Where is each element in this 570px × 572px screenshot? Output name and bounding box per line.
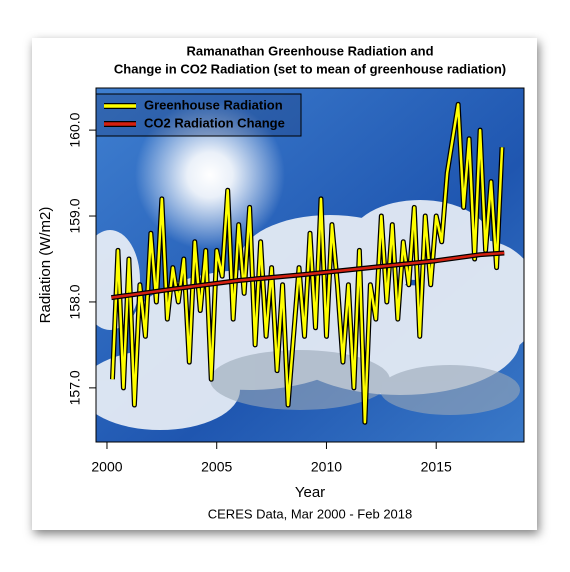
y-axis-label: Radiation (W/m2) bbox=[37, 207, 54, 324]
x-tick-label: 2000 bbox=[91, 459, 122, 475]
legend-label: CO2 Radiation Change bbox=[144, 115, 285, 130]
y-tick-label: 159.0 bbox=[67, 198, 83, 233]
y-tick-label: 158.0 bbox=[67, 284, 83, 319]
x-axis-label: Year bbox=[295, 484, 325, 501]
plot-frame bbox=[95, 87, 525, 443]
x-tick-label: 2010 bbox=[311, 459, 342, 475]
chart-title: Change in CO2 Radiation (set to mean of … bbox=[114, 61, 506, 76]
y-tick-label: 157.0 bbox=[67, 370, 83, 405]
series-line bbox=[111, 251, 505, 299]
chart-title: Ramanathan Greenhouse Radiation and bbox=[186, 43, 433, 58]
legend-label: Greenhouse Radiation bbox=[144, 97, 283, 112]
series-line bbox=[111, 103, 504, 424]
x-tick-label: 2015 bbox=[421, 459, 452, 475]
y-tick-label: 160.0 bbox=[67, 112, 83, 147]
legend-box bbox=[95, 93, 302, 137]
caption: CERES Data, Mar 2000 - Feb 2018 bbox=[208, 506, 413, 521]
x-tick-label: 2005 bbox=[201, 459, 232, 475]
